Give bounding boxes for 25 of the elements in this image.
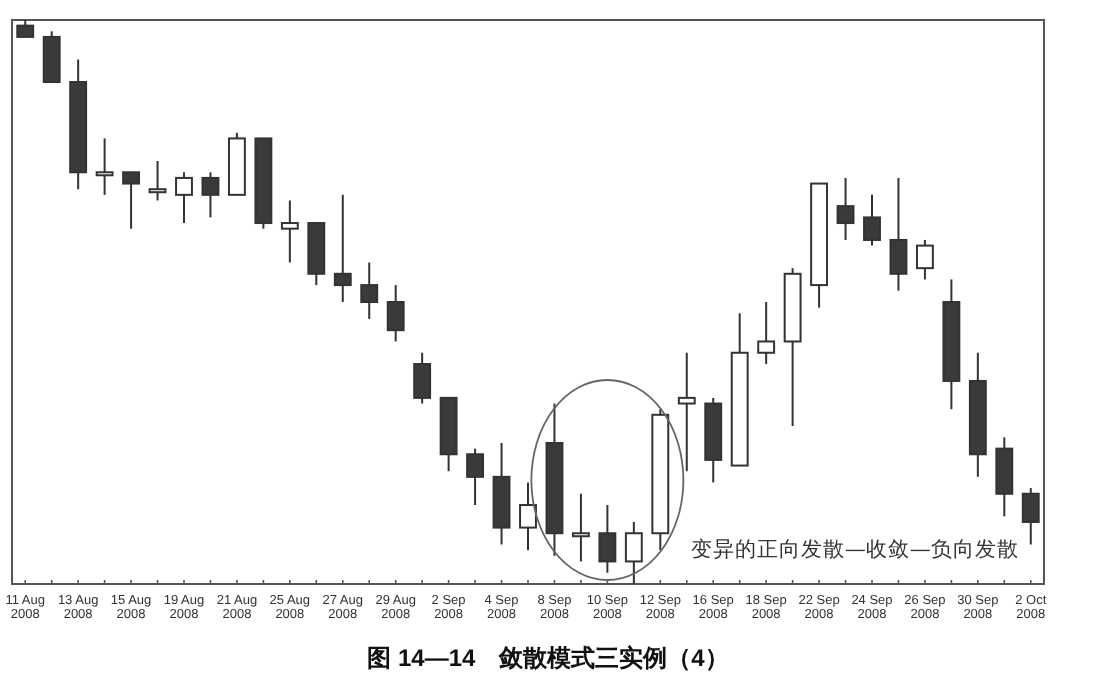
candlestick (519, 481, 537, 552)
candlestick (201, 171, 220, 219)
candlestick (148, 160, 167, 202)
candlestick (677, 351, 696, 473)
candlestick (995, 436, 1014, 518)
candlestick (280, 199, 299, 264)
candlestick (95, 137, 114, 196)
text: 图 14—14 敛散模式三实例（4） (367, 644, 729, 672)
candlestick (360, 261, 379, 320)
candlestick (598, 504, 617, 574)
candlestick (757, 301, 776, 366)
candlestick (333, 193, 352, 303)
candlestick (863, 193, 881, 247)
candlestick (122, 171, 141, 230)
candlestick (42, 30, 61, 84)
candlestick (571, 492, 590, 563)
candlestick (889, 176, 908, 292)
candlestick (175, 171, 193, 225)
candlestick (915, 238, 934, 281)
annotation: 变异的正向发散—收敛—负向发散 (690, 536, 1019, 562)
candlestick (386, 284, 405, 343)
candlestick (413, 351, 432, 405)
candlestick (466, 447, 485, 507)
candlestick (1021, 487, 1040, 546)
candlestick (836, 176, 855, 241)
